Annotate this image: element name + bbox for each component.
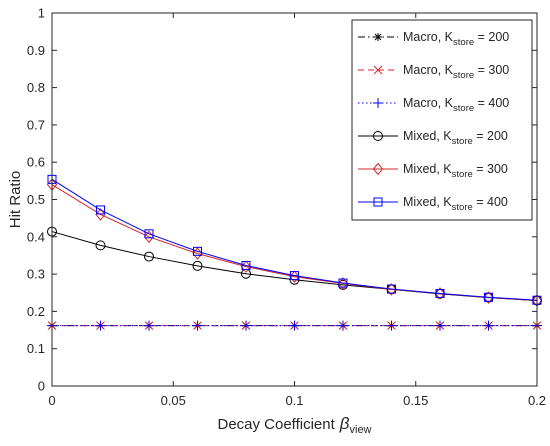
data-point-marker <box>95 240 106 251</box>
data-point-marker <box>193 246 202 256</box>
y-tick-label: 0 <box>38 379 45 394</box>
data-point-marker <box>144 320 154 331</box>
plot-series <box>46 174 543 331</box>
y-tick-label: 0.3 <box>27 267 45 282</box>
legend-label: Macro, Kstore = 200 <box>403 30 509 48</box>
legend: Macro, Kstore = 200 Macro, Kstore = 300 Ma… <box>351 19 533 221</box>
data-point-marker <box>241 320 251 331</box>
legend-label: Mixed, Kstore = 300 <box>403 162 508 180</box>
legend-entry: Mixed, Kstore = 400 <box>358 195 508 213</box>
data-point-marker <box>434 287 446 300</box>
data-point-marker <box>338 320 348 331</box>
series-line <box>51 178 538 301</box>
legend-label: Mixed, Kstore = 200 <box>403 129 508 147</box>
y-tick-label: 0.8 <box>27 80 45 95</box>
data-point-marker <box>144 229 154 239</box>
x-tick-label: 0.1 <box>285 393 303 408</box>
series-6 <box>47 174 542 305</box>
x-axis-title-subscript: view <box>350 424 372 436</box>
y-axis: 0 0.1 0.2 0.3 0.4 0.5 0.6 0.7 0.8 0.9 1 <box>27 6 537 394</box>
y-tick-label: 0.4 <box>27 229 45 244</box>
legend-entry: Macro, Kstore = 300 <box>358 63 509 81</box>
x-axis: 0 0.05 0.1 0.15 0.2 <box>48 13 546 408</box>
y-tick-label: 1 <box>38 6 45 21</box>
legend-marker <box>373 98 383 108</box>
y-tick-label: 0.5 <box>27 192 45 207</box>
x-tick-label: 0.2 <box>528 393 546 408</box>
y-tick-label: 0.6 <box>27 155 45 170</box>
data-point-marker <box>95 320 106 331</box>
data-point-marker <box>289 320 300 331</box>
y-tick-label: 0.1 <box>27 341 45 356</box>
data-point-marker <box>192 320 203 331</box>
y-tick-label: 0.7 <box>27 117 45 132</box>
series-3 <box>47 320 542 331</box>
legend-marker <box>372 162 384 176</box>
data-point-marker <box>386 320 397 331</box>
legend-entry: Macro, Kstore = 200 <box>358 30 509 48</box>
data-point-marker <box>484 292 493 302</box>
x-tick-label: 0.05 <box>161 393 186 408</box>
y-tick-label: 0.9 <box>27 43 45 58</box>
legend-label: Mixed, Kstore = 400 <box>403 195 508 213</box>
data-point-marker <box>96 205 105 215</box>
data-point-marker <box>386 283 397 296</box>
legend-label: Macro, Kstore = 300 <box>403 63 509 81</box>
legend-marker <box>373 197 383 207</box>
data-point-marker <box>338 278 348 288</box>
data-point-marker <box>241 261 251 271</box>
legend-marker <box>373 65 383 75</box>
x-tick-label: 0.15 <box>403 393 428 408</box>
data-point-marker <box>192 260 203 271</box>
legend-marker <box>374 33 382 41</box>
x-axis-title: Decay Coefficient βview <box>217 414 371 436</box>
data-point-marker <box>144 251 154 262</box>
legend-label: Macro, Kstore = 400 <box>403 96 509 114</box>
legend-box <box>351 19 533 221</box>
data-point-marker <box>435 320 445 331</box>
data-point-marker <box>387 284 396 294</box>
legend-entry: Mixed, Kstore = 300 <box>358 162 508 180</box>
data-point-marker <box>337 277 349 290</box>
data-point-marker <box>290 271 299 281</box>
y-tick-label: 0.2 <box>27 304 45 319</box>
data-point-marker <box>483 291 494 304</box>
x-axis-title-symbol: β <box>339 414 350 433</box>
legend-marker <box>373 131 383 141</box>
legend-entry: Macro, Kstore = 400 <box>358 96 509 114</box>
data-point-marker <box>435 288 445 298</box>
y-axis-title: Hit Ratio <box>7 171 24 229</box>
data-point-marker <box>95 208 106 221</box>
data-point-marker <box>483 320 494 331</box>
x-tick-label: 0 <box>48 393 55 408</box>
x-axis-title-text: Decay Coefficient <box>217 416 335 433</box>
legend-entry: Mixed, Kstore = 200 <box>358 129 508 147</box>
